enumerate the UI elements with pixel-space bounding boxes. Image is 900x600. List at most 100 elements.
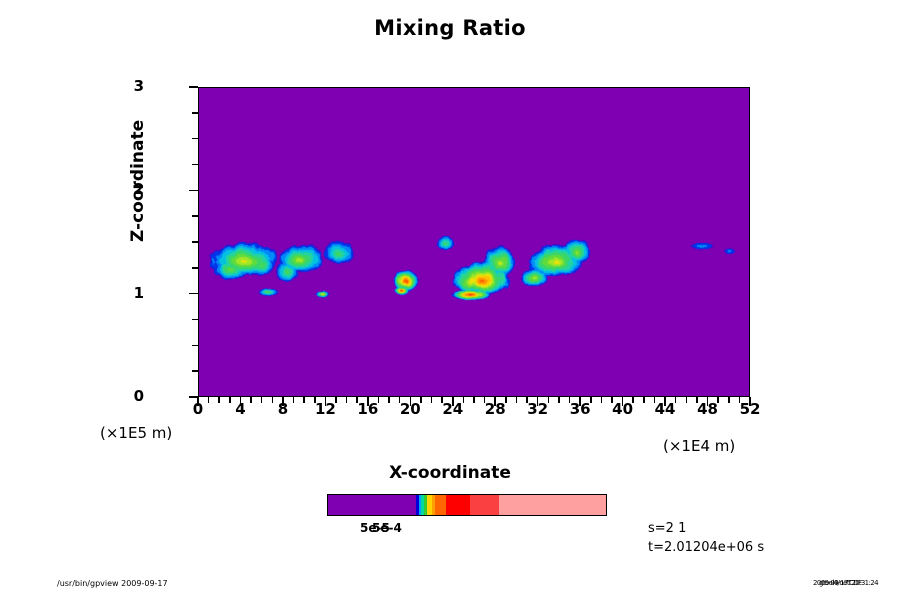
colorbar-segment [499,495,606,515]
x-axis-tick [260,397,263,403]
x-axis-tick [345,397,348,403]
x-axis-tick [303,397,305,403]
colorbar-segment [418,495,422,515]
x-axis-tick [611,397,613,403]
y-axis-tick-label: 1 [133,283,144,302]
footer-metadata-source: gtool4/netCDF [819,579,862,587]
y-axis-tick [192,163,198,166]
x-axis-tick [282,397,284,406]
x-axis-tick-label: 8 [277,400,289,418]
colorbar-segment [434,495,446,515]
x-axis-title: X-coordinate [389,463,511,483]
x-axis-tick-label: 32 [527,400,549,418]
x-axis-tick-label: 44 [654,400,676,418]
plot-area [198,87,750,397]
x-axis-tick [568,397,571,403]
heatmap-canvas [199,88,749,396]
x-axis-tick [696,397,698,403]
x-axis-tick [398,397,401,403]
y-axis-tick [189,189,198,192]
x-axis-tick-label: 20 [399,400,421,418]
x-axis-tick-label: 36 [569,400,591,418]
y-axis-tick [192,267,198,269]
y-axis-tick-label: 2 [133,180,144,199]
x-axis-tick [579,397,581,406]
x-axis-tick-label: 28 [484,400,506,418]
x-axis-tick [717,397,719,403]
x-axis-tick [356,397,358,403]
colorbar-segment [431,495,435,515]
x-axis-tick [239,397,242,406]
x-axis-tick [526,397,528,403]
colorbar-segment [328,495,417,515]
x-axis-tick [377,397,380,403]
footer-metadata: 2009-09-17T20:31:24 gtool4/netCDF [813,579,879,587]
x-axis-tick [505,397,507,403]
x-axis-tick [452,397,454,406]
x-axis-tick-label: 4 [235,400,246,418]
x-axis-tick [250,397,252,403]
x-axis-tick [674,397,677,403]
colorbar-label-low: 5e-5 [360,521,390,535]
colorbar-segment [421,495,424,515]
x-axis-tick-label: 52 [739,400,761,418]
x-axis-tick [473,397,475,403]
x-axis-tick [388,397,390,403]
annotation-step: s=2 1 [648,521,687,536]
y-axis-tick [192,241,198,243]
x-axis-tick-label: 48 [697,400,718,418]
x-axis-tick [314,397,316,403]
colorbar-label-high: 5e-4 [372,521,402,535]
y-axis-tick [189,292,198,295]
y-axis-tick [192,370,198,372]
colorbar-segment [445,495,470,515]
x-axis-tick [218,397,220,403]
x-axis-tick [207,397,210,403]
colorbar-segment [426,495,432,515]
y-axis-tick [192,318,198,321]
x-axis-tick [420,397,422,403]
x-axis-tick [197,397,199,406]
x-axis-tick [536,397,539,406]
x-axis-tick [324,397,327,406]
x-axis-tick [621,397,624,406]
x-axis-tick [409,397,412,406]
x-axis-tick [558,397,560,403]
x-axis-tick [749,397,751,406]
x-axis-tick [643,397,645,403]
x-axis-tick-label: 0 [192,400,204,418]
x-axis-tick [335,397,337,403]
colorbar-segment [469,495,500,515]
y-axis-tick [192,344,198,347]
y-axis-tick [192,215,198,217]
y-axis-tick [189,86,198,88]
footer-command: /usr/bin/gpview 2009-09-17 [57,579,168,588]
x-axis-tick [547,397,550,403]
x-axis-tick [515,397,518,403]
y-axis-tick [192,112,198,114]
page-title: Mixing Ratio [374,16,526,40]
x-axis-tick [706,397,709,406]
x-axis-tick [430,397,433,403]
y-axis-title: Z-coordinate [128,119,148,242]
x-axis-tick [441,397,443,403]
x-axis-tick [653,397,656,403]
y-axis-tick-label: 0 [133,387,144,405]
x-axis-tick [728,397,730,403]
colorbar-segment [423,495,427,515]
y-axis-unit: (×1E5 m) [100,424,173,442]
x-axis-tick-label: 12 [314,400,336,418]
x-axis-tick [271,397,274,403]
x-axis-tick [590,397,592,403]
x-axis-tick [632,397,634,403]
x-axis-tick [292,397,295,403]
colorbar [327,494,607,516]
x-axis-tick-label: 24 [442,400,464,418]
x-axis-tick [685,397,688,403]
y-axis-tick [192,137,198,140]
x-axis-tick [229,397,231,403]
x-axis-tick [738,397,741,403]
y-axis-tick [189,396,198,398]
y-axis-tick-label: 3 [133,77,144,95]
x-axis-tick [600,397,603,403]
